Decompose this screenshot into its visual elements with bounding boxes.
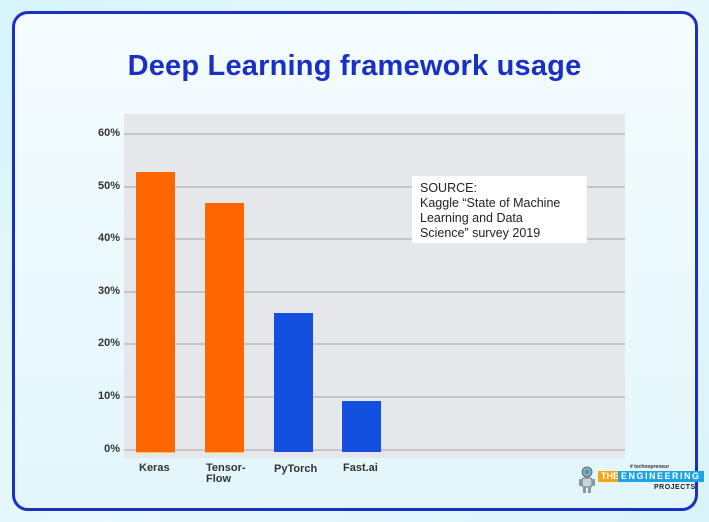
gridline-30 xyxy=(124,291,625,293)
bar-keras xyxy=(136,172,175,453)
gridline-20 xyxy=(124,343,625,345)
bar-fastai xyxy=(342,401,381,452)
engineering-projects-logo: # technopreneur THE ENGINEERING PROJECTS xyxy=(578,464,704,496)
source-annotation: SOURCE: Kaggle “State of Machine Learnin… xyxy=(412,176,587,243)
y-tick-50: 50% xyxy=(97,180,120,192)
x-label-tensorflow-1: Tensor- xyxy=(206,462,246,474)
x-label-keras: Keras xyxy=(139,462,170,474)
logo-projects: PROJECTS xyxy=(654,484,696,491)
bar-pytorch xyxy=(274,313,313,452)
x-label-fastai: Fast.ai xyxy=(343,462,378,474)
x-label-pytorch: PyTorch xyxy=(274,463,318,475)
source-line-1: SOURCE: xyxy=(420,181,477,195)
y-tick-20: 20% xyxy=(97,337,120,349)
gridline-60 xyxy=(124,133,625,135)
gridline-40 xyxy=(124,238,625,240)
gridline-50 xyxy=(124,186,625,188)
x-label-tensorflow-2: Flow xyxy=(206,473,232,485)
logo-tagline: # technopreneur xyxy=(630,464,670,470)
source-line-2: Kaggle “State of Machine xyxy=(420,196,561,210)
chart-title: Deep Learning framework usage xyxy=(127,50,582,82)
bar-tensorflow xyxy=(205,203,244,453)
y-tick-40: 40% xyxy=(97,232,120,244)
logo-engineering: ENGINEERING xyxy=(618,471,704,482)
robot-icon xyxy=(579,466,595,493)
logo-the: THE xyxy=(598,471,622,482)
y-tick-60: 60% xyxy=(97,127,120,139)
gridline-10 xyxy=(124,396,625,398)
y-tick-10: 10% xyxy=(97,390,120,402)
source-line-4: Science” survey 2019 xyxy=(420,226,541,240)
source-line-3: Learning and Data xyxy=(420,211,523,225)
y-tick-30: 30% xyxy=(97,285,120,297)
y-tick-0: 0% xyxy=(104,443,120,455)
